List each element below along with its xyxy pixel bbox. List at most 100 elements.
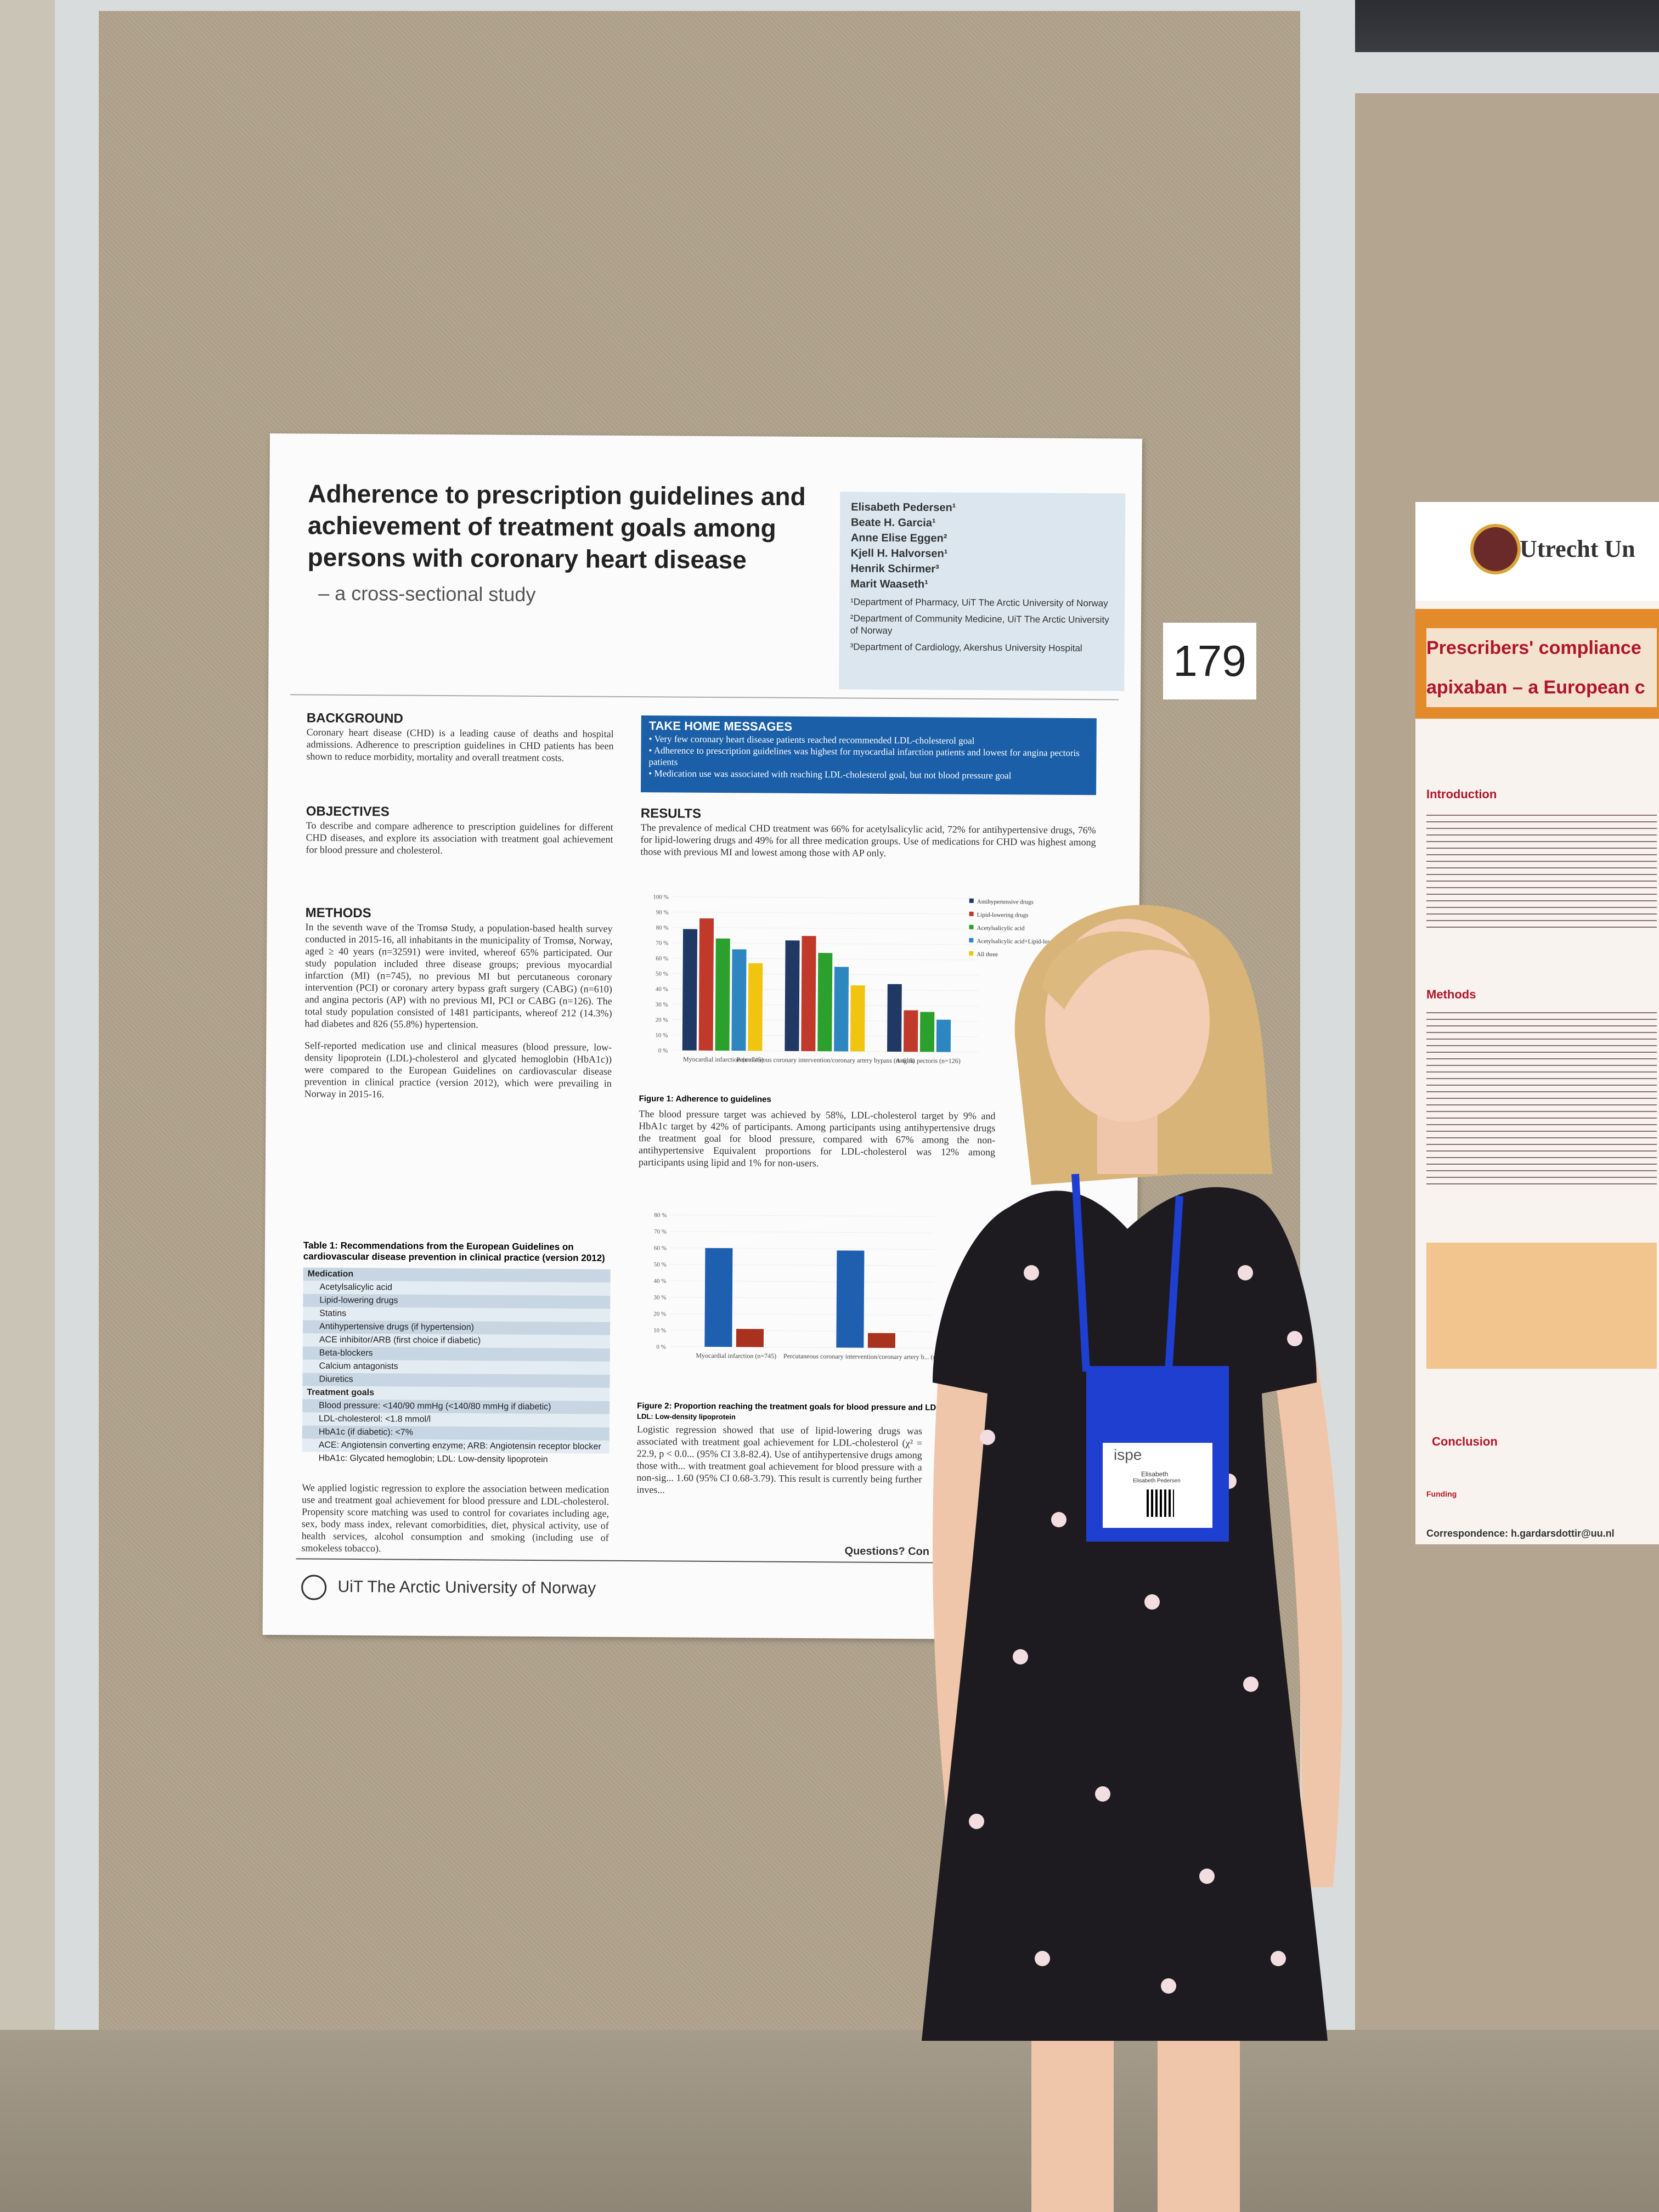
grid-line xyxy=(671,1231,935,1233)
bar xyxy=(736,1329,764,1347)
section-text: The prevalence of medical CHD treatment … xyxy=(640,822,1096,859)
bar xyxy=(834,967,849,1052)
table-row: ACE inhibitor/ARB (first choice if diabe… xyxy=(302,1333,610,1348)
grid-line xyxy=(673,912,980,915)
bar xyxy=(887,984,902,1052)
table-row: Acetylsalicylic acid xyxy=(303,1280,611,1296)
table-row: Blood pressure: <140/90 mmHg (<140/80 mm… xyxy=(302,1399,610,1414)
grid-line xyxy=(671,1214,935,1217)
badge-name: Elisabeth xyxy=(1141,1470,1169,1478)
bar xyxy=(682,929,698,1051)
y-tick-label: 10 % xyxy=(655,1032,668,1039)
ispe-logo: ispe xyxy=(1114,1446,1142,1463)
rp-text-block xyxy=(1426,1007,1657,1188)
table-row: Treatment goals xyxy=(302,1386,610,1401)
legend-swatch xyxy=(969,951,974,956)
methods-section: METHODS In the seventh wave of the Troms… xyxy=(304,905,613,1101)
y-tick-label: 60 % xyxy=(654,1245,667,1251)
x-category-label: Percutaneous coronary intervention/coron… xyxy=(737,1056,915,1064)
section-heading: BACKGROUND xyxy=(306,710,403,726)
grid-line xyxy=(673,896,980,899)
rp-section-heading: Conclusion xyxy=(1432,1435,1498,1448)
rp-title: Prescribers' compliance apixaban – a Eur… xyxy=(1426,628,1657,707)
table-title: Table 1: Recommendations from the Europe… xyxy=(303,1240,605,1263)
x-category-label: Percutaneous coronary intervention/coron… xyxy=(783,1352,952,1361)
rp-title-line: Prescribers' compliance xyxy=(1426,628,1657,668)
legend-swatch xyxy=(969,938,974,943)
table-body: Medication Acetylsalicylic acid Lipid-lowe… xyxy=(302,1267,611,1464)
results-section: RESULTS The prevalence of medical CHD tr… xyxy=(640,806,1096,860)
table-row: LDL-cholesterol: <1.8 mmol/l xyxy=(302,1412,610,1427)
bar xyxy=(936,1019,951,1052)
bar xyxy=(748,963,763,1051)
table-row: Beta-blockers xyxy=(302,1346,610,1362)
dress-flower-pattern xyxy=(969,1265,1302,1994)
uit-emblem-icon xyxy=(301,1575,327,1600)
questions-text: Questions? Con xyxy=(844,1545,930,1558)
legend-swatch xyxy=(969,924,974,929)
x-category-label: Angina pectoris (n=126) xyxy=(896,1057,961,1065)
qr-code-icon xyxy=(1147,1489,1174,1517)
y-tick-label: 0 % xyxy=(658,1047,668,1054)
rp-text-block xyxy=(1426,809,1657,930)
author: Beate H. Garcia¹ xyxy=(850,516,936,529)
y-tick-label: 100 % xyxy=(653,894,668,900)
authors-box: Elisabeth Pedersen¹ Beate H. Garcia¹ Ann… xyxy=(839,492,1126,691)
section-heading: METHODS xyxy=(305,905,371,921)
y-tick-label: 80 % xyxy=(656,924,669,931)
y-tick-label: 0 % xyxy=(656,1344,665,1350)
y-tick-label: 80 % xyxy=(654,1212,667,1218)
uit-logo-text: UiT The Arctic University of Norway xyxy=(337,1577,596,1598)
poster-number: 179 xyxy=(1163,623,1256,699)
y-tick-label: 50 % xyxy=(654,1261,667,1268)
table-row: Medication xyxy=(303,1267,611,1283)
adjacent-poster-right: Utrecht Un Prescribers' compliance apixa… xyxy=(1415,502,1659,1544)
table-row: Calcium antagonists xyxy=(302,1359,610,1375)
table-row: Diuretics xyxy=(302,1373,610,1388)
bar xyxy=(704,1248,733,1347)
y-tick-label: 60 % xyxy=(656,955,668,962)
author: Anne Elise Eggen² xyxy=(850,532,947,545)
table-row: Antihypertensive drugs (if hypertension) xyxy=(302,1320,611,1335)
legend-swatch xyxy=(969,911,974,916)
section-text: To describe and compare adherence to pre… xyxy=(306,820,613,856)
figure-2-note: LDL: Low-density lipoprotein xyxy=(637,1412,736,1421)
figure-2-caption: Figure 2: Proportion reaching the treatm… xyxy=(637,1401,941,1413)
y-tick-label: 40 % xyxy=(654,1278,667,1284)
uit-logo: UiT The Arctic University of Norway xyxy=(301,1575,596,1601)
author: Marit Waaseth¹ xyxy=(850,578,928,591)
y-tick-label: 50 % xyxy=(656,970,668,977)
take-home-box: TAKE HOME MESSAGES • Very few coronary h… xyxy=(641,715,1097,795)
poster-subtitle: – a cross-sectional study xyxy=(318,582,536,606)
y-tick-label: 10 % xyxy=(653,1327,666,1334)
rp-correspondence: Correspondence: h.gardarsdottir@uu.nl xyxy=(1426,1528,1615,1539)
figure-1-caption: Figure 1: Adherence to guidelines xyxy=(639,1094,771,1104)
table-row: HbA1c (if diabetic): <7% xyxy=(302,1425,610,1441)
university-seal-icon xyxy=(1470,524,1521,574)
rp-header xyxy=(1415,502,1659,601)
poster-title: Adherence to prescription guidelines and… xyxy=(307,479,806,574)
rp-logo-text: Utrecht Un xyxy=(1520,535,1635,562)
badge-fullname: Elisabeth Pedersen xyxy=(1133,1478,1181,1484)
rp-section-heading: Funding xyxy=(1426,1489,1457,1498)
section-text: In the seventh wave of the Tromsø Study,… xyxy=(304,921,613,1030)
legend-label: Acetylsalicylic acid xyxy=(977,925,1025,932)
take-home-item: • Medication use was associated with rea… xyxy=(648,768,1012,781)
table-row: ACE: Angiotensin converting enzyme; ARB:… xyxy=(302,1438,610,1464)
y-tick-label: 30 % xyxy=(656,1001,668,1008)
table-row: Lipid-lowering drugs xyxy=(303,1294,611,1309)
section-text: Coronary heart disease (CHD) is a leadin… xyxy=(306,726,614,764)
figure-2-chart: 0 % 10 % 20 % 30 % 40 % 50 % 60 % 70 % 80 % Myoca… xyxy=(653,1212,952,1361)
take-home-item: • Adherence to prescription guidelines w… xyxy=(648,745,1080,768)
bar xyxy=(715,938,730,1051)
person-illustration xyxy=(922,905,1342,2212)
legend-label: Antihypertensive drugs xyxy=(977,899,1034,906)
bar xyxy=(817,952,833,1052)
table-row: Statins xyxy=(303,1307,611,1322)
bar xyxy=(801,935,816,1052)
affiliation: ³Department of Cardiology, Akershus Univ… xyxy=(850,641,1082,654)
y-tick-label: 70 % xyxy=(656,940,668,946)
rp-table xyxy=(1426,1243,1657,1369)
section-text: Self-reported medication use and clinica… xyxy=(304,1040,612,1100)
grid-line xyxy=(673,927,980,930)
